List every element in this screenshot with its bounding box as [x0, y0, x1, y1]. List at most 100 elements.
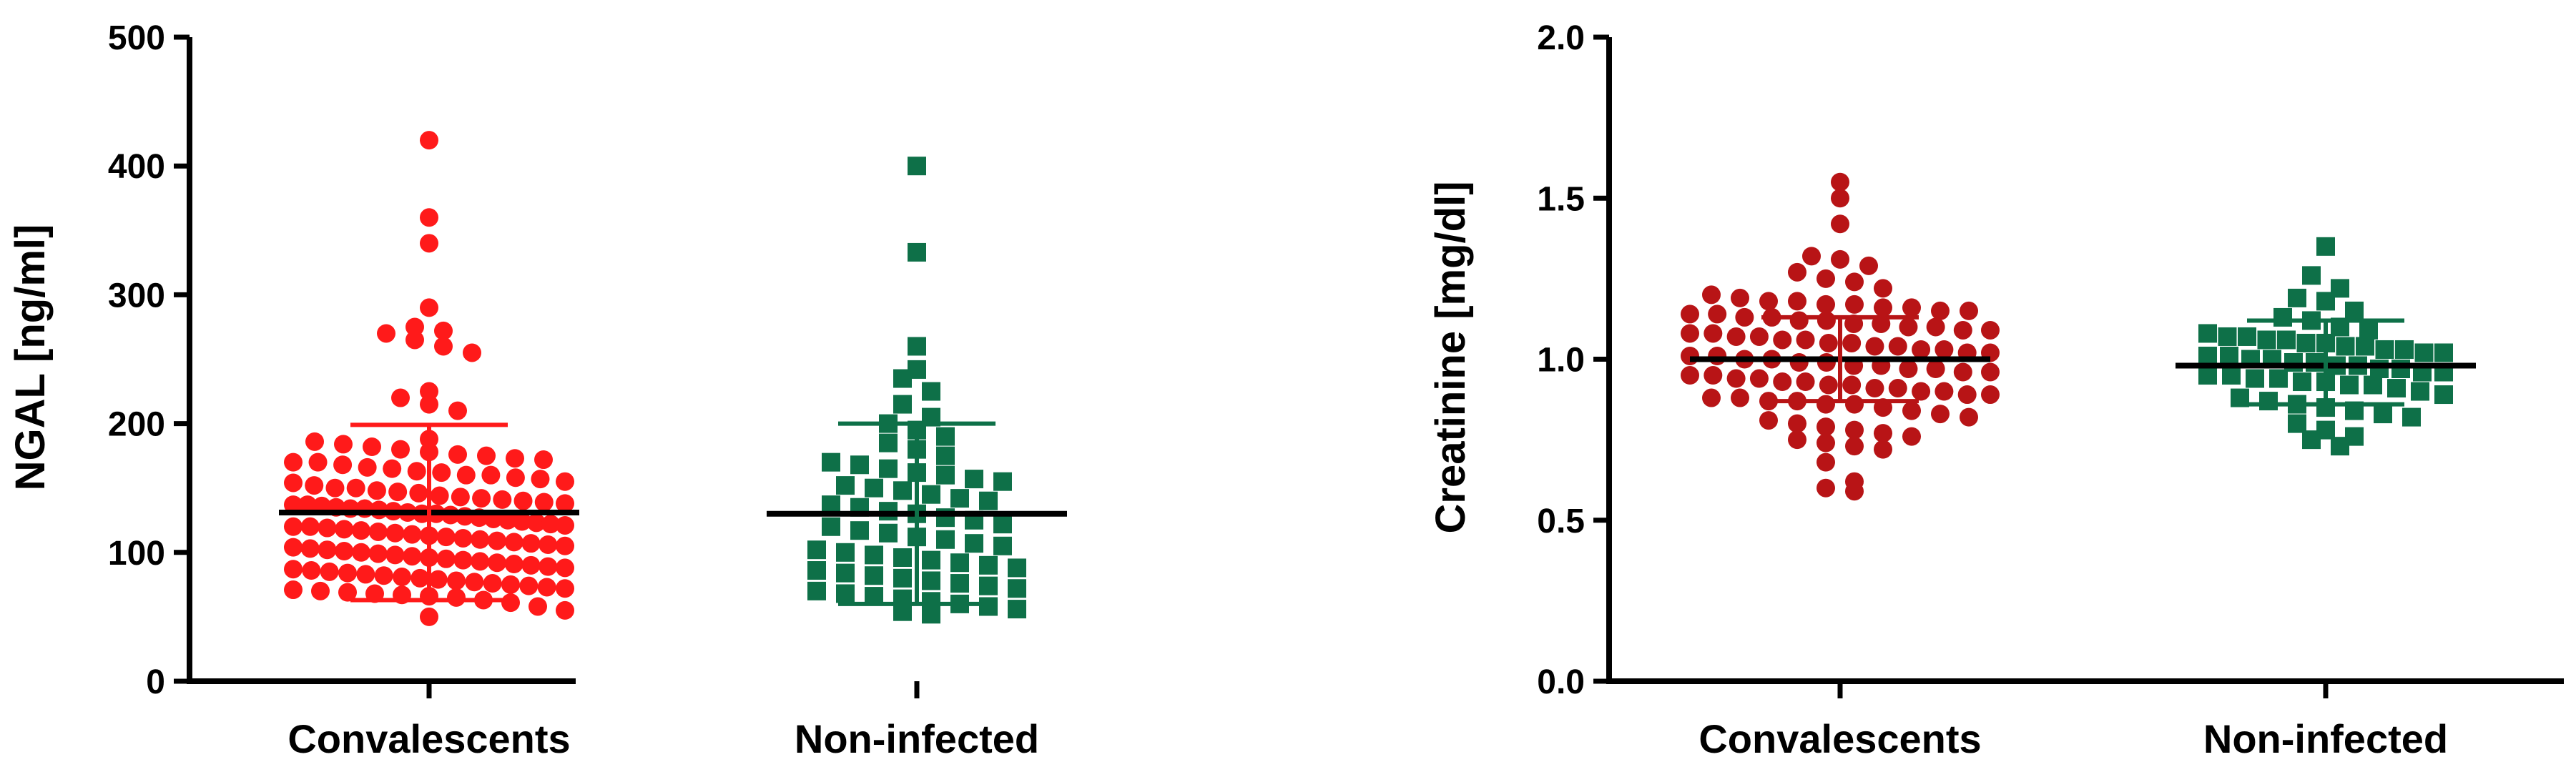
- y-tick-label: 1.0: [1537, 342, 1585, 380]
- data-point: [2434, 385, 2453, 405]
- data-point: [284, 517, 303, 536]
- data-point: [334, 435, 353, 454]
- data-point: [1842, 333, 1862, 352]
- data-point: [908, 157, 926, 176]
- data-point: [1899, 317, 1918, 337]
- data-point: [363, 437, 381, 457]
- data-point: [2306, 353, 2324, 372]
- data-point: [519, 576, 539, 595]
- data-point: [436, 549, 456, 568]
- data-point: [2374, 405, 2392, 424]
- data-point: [1008, 579, 1026, 598]
- ngal-x-ticks: [426, 681, 920, 698]
- data-point: [2238, 327, 2256, 346]
- data-point: [2302, 266, 2321, 285]
- data-point: [2257, 330, 2276, 350]
- data-point: [432, 463, 451, 483]
- data-point: [541, 515, 560, 534]
- data-point: [1953, 320, 1972, 340]
- data-point: [1759, 292, 1778, 311]
- data-point: [556, 558, 574, 578]
- data-point: [1926, 360, 1945, 379]
- data-point: [2336, 337, 2355, 356]
- data-point: [1788, 430, 1806, 450]
- data-point: [531, 470, 550, 489]
- data-point: [284, 495, 303, 515]
- data-point: [539, 557, 558, 576]
- data-point: [529, 597, 547, 616]
- data-point: [936, 465, 955, 485]
- data-point: [356, 565, 375, 584]
- data-point: [950, 489, 969, 508]
- data-point: [420, 382, 438, 401]
- data-point: [420, 607, 438, 626]
- data-point: [850, 455, 869, 475]
- data-point: [1773, 330, 1792, 350]
- data-point: [1819, 333, 1838, 352]
- data-point: [2340, 375, 2359, 395]
- data-point: [456, 465, 476, 485]
- data-point: [556, 472, 574, 491]
- data-point: [483, 574, 502, 593]
- data-point: [300, 539, 320, 558]
- data-point: [305, 432, 324, 451]
- data-point: [391, 388, 410, 407]
- data-point: [993, 472, 1012, 491]
- data-point: [1874, 440, 1892, 459]
- data-point: [836, 584, 855, 603]
- data-point: [1845, 437, 1864, 456]
- data-point: [284, 452, 303, 472]
- data-point: [1817, 353, 1836, 372]
- data-point: [403, 525, 422, 544]
- data-point: [513, 491, 533, 510]
- data-point: [922, 550, 940, 570]
- data-point: [1702, 285, 1721, 305]
- ngal-data-points: [284, 131, 1026, 626]
- data-point: [1749, 369, 1769, 388]
- data-point: [1902, 427, 1921, 446]
- data-point: [1704, 366, 1723, 385]
- data-point: [407, 462, 426, 481]
- data-point: [472, 489, 491, 508]
- data-point: [403, 547, 422, 566]
- data-point: [836, 476, 855, 495]
- data-point: [1888, 337, 1907, 356]
- data-point: [1731, 388, 1749, 407]
- data-point: [2316, 237, 2335, 256]
- data-point: [284, 473, 303, 493]
- data-point: [2375, 340, 2394, 359]
- data-point: [893, 395, 912, 414]
- data-point: [325, 478, 345, 498]
- y-tick-label: 0: [146, 663, 165, 701]
- data-point: [1831, 214, 1849, 234]
- data-point: [2411, 382, 2429, 401]
- data-point: [463, 343, 481, 362]
- data-point: [893, 369, 912, 388]
- data-point: [865, 478, 883, 498]
- data-point: [393, 568, 411, 587]
- data-point: [284, 580, 303, 600]
- data-point: [836, 543, 855, 562]
- data-point: [2288, 288, 2306, 307]
- data-point: [367, 481, 386, 500]
- data-point: [1819, 375, 1838, 395]
- data-point: [2220, 346, 2238, 365]
- y-tick-label: 100: [108, 535, 165, 573]
- y-tick-label: 200: [108, 406, 165, 444]
- data-point: [537, 578, 556, 597]
- data-point: [1759, 411, 1778, 430]
- data-point: [420, 131, 438, 150]
- data-point: [1981, 385, 2000, 405]
- data-point: [391, 440, 410, 459]
- data-point: [305, 476, 324, 495]
- data-point: [1735, 307, 1754, 327]
- data-point: [556, 579, 574, 598]
- data-point: [333, 455, 353, 475]
- data-point: [979, 597, 998, 616]
- data-point: [374, 566, 393, 585]
- data-point: [807, 540, 826, 560]
- data-point: [807, 561, 826, 580]
- data-point: [822, 452, 840, 472]
- ngal-y-axis-title: NGAL [ng/ml]: [7, 224, 54, 491]
